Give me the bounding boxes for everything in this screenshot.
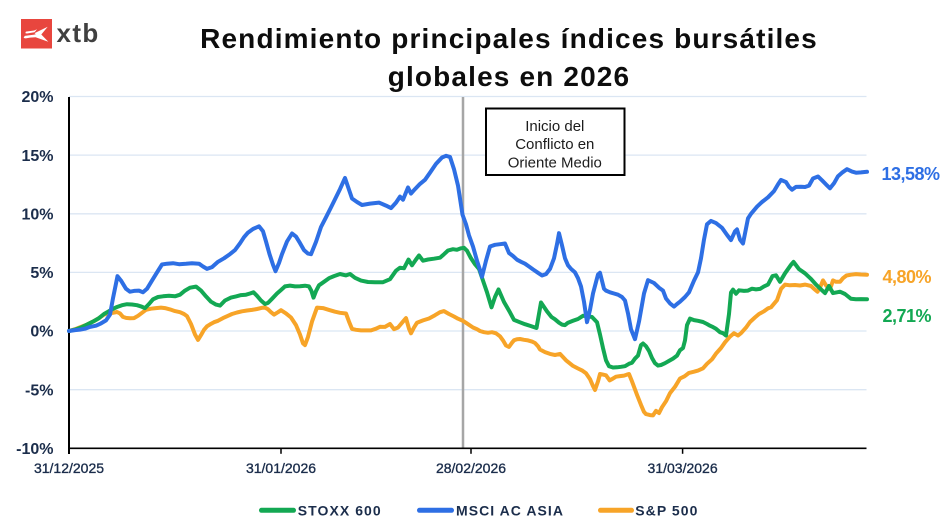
svg-text:Conflicto en: Conflicto en bbox=[515, 136, 594, 153]
svg-text:Inicio del: Inicio del bbox=[525, 118, 584, 135]
svg-text:0%: 0% bbox=[30, 324, 53, 341]
svg-text:20%: 20% bbox=[21, 89, 53, 106]
svg-text:10%: 10% bbox=[21, 207, 53, 224]
svg-text:S&P 500: S&P 500 bbox=[635, 502, 698, 518]
svg-text:STOXX 600: STOXX 600 bbox=[298, 502, 382, 518]
svg-text:31/01/2026: 31/01/2026 bbox=[246, 460, 316, 476]
svg-text:13,58%: 13,58% bbox=[882, 164, 941, 184]
svg-text:31/12/2025: 31/12/2025 bbox=[34, 460, 104, 476]
svg-text:15%: 15% bbox=[21, 148, 53, 165]
svg-text:5%: 5% bbox=[30, 265, 53, 282]
svg-text:31/03/2026: 31/03/2026 bbox=[648, 460, 718, 476]
svg-text:4,80%: 4,80% bbox=[883, 267, 932, 287]
svg-text:MSCI AC ASIA: MSCI AC ASIA bbox=[456, 502, 564, 518]
svg-text:2,71%: 2,71% bbox=[883, 306, 932, 326]
svg-text:Oriente Medio: Oriente Medio bbox=[508, 154, 602, 171]
svg-text:-10%: -10% bbox=[16, 441, 53, 458]
svg-text:-5%: -5% bbox=[25, 382, 53, 399]
svg-text:28/02/2026: 28/02/2026 bbox=[436, 460, 506, 476]
